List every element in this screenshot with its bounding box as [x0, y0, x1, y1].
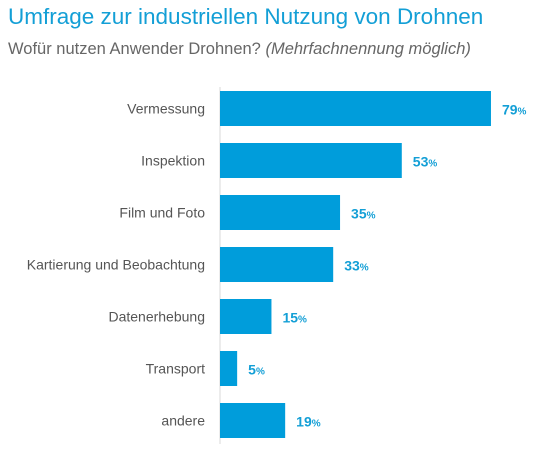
bar [220, 143, 402, 178]
bar [220, 91, 491, 126]
value-label: 35% [351, 206, 376, 222]
chart-subtitle: Wofür nutzen Anwender Drohnen? (Mehrfach… [8, 40, 471, 59]
category-label: Datenerhebung [108, 309, 205, 325]
value-label: 5% [248, 362, 265, 378]
value-unit: % [518, 107, 527, 118]
value-label: 19% [296, 414, 321, 430]
value-unit: % [312, 419, 321, 430]
value-label: 33% [344, 258, 369, 274]
value-unit: % [256, 367, 265, 378]
category-label: Film und Foto [119, 205, 205, 221]
category-label: Vermessung [127, 101, 205, 117]
subtitle-note: (Mehrfachnennung möglich) [265, 40, 471, 58]
value-label: 53% [413, 154, 438, 170]
value-unit: % [428, 159, 437, 170]
subtitle-question: Wofür nutzen Anwender Drohnen? [8, 40, 261, 58]
value-unit: % [360, 263, 369, 274]
bar [220, 195, 341, 230]
bar [220, 247, 334, 282]
value-label: 79% [502, 102, 527, 118]
value-unit: % [367, 211, 376, 222]
value-label: 15% [282, 310, 307, 326]
bar [220, 299, 272, 334]
bar [220, 351, 238, 386]
bar [220, 403, 286, 438]
category-label: Kartierung und Beobachtung [27, 257, 205, 273]
category-label: andere [161, 413, 205, 429]
category-label: Inspektion [141, 153, 205, 169]
chart-title: Umfrage zur industriellen Nutzung von Dr… [8, 4, 484, 29]
category-label: Transport [146, 361, 206, 377]
value-unit: % [298, 315, 307, 326]
